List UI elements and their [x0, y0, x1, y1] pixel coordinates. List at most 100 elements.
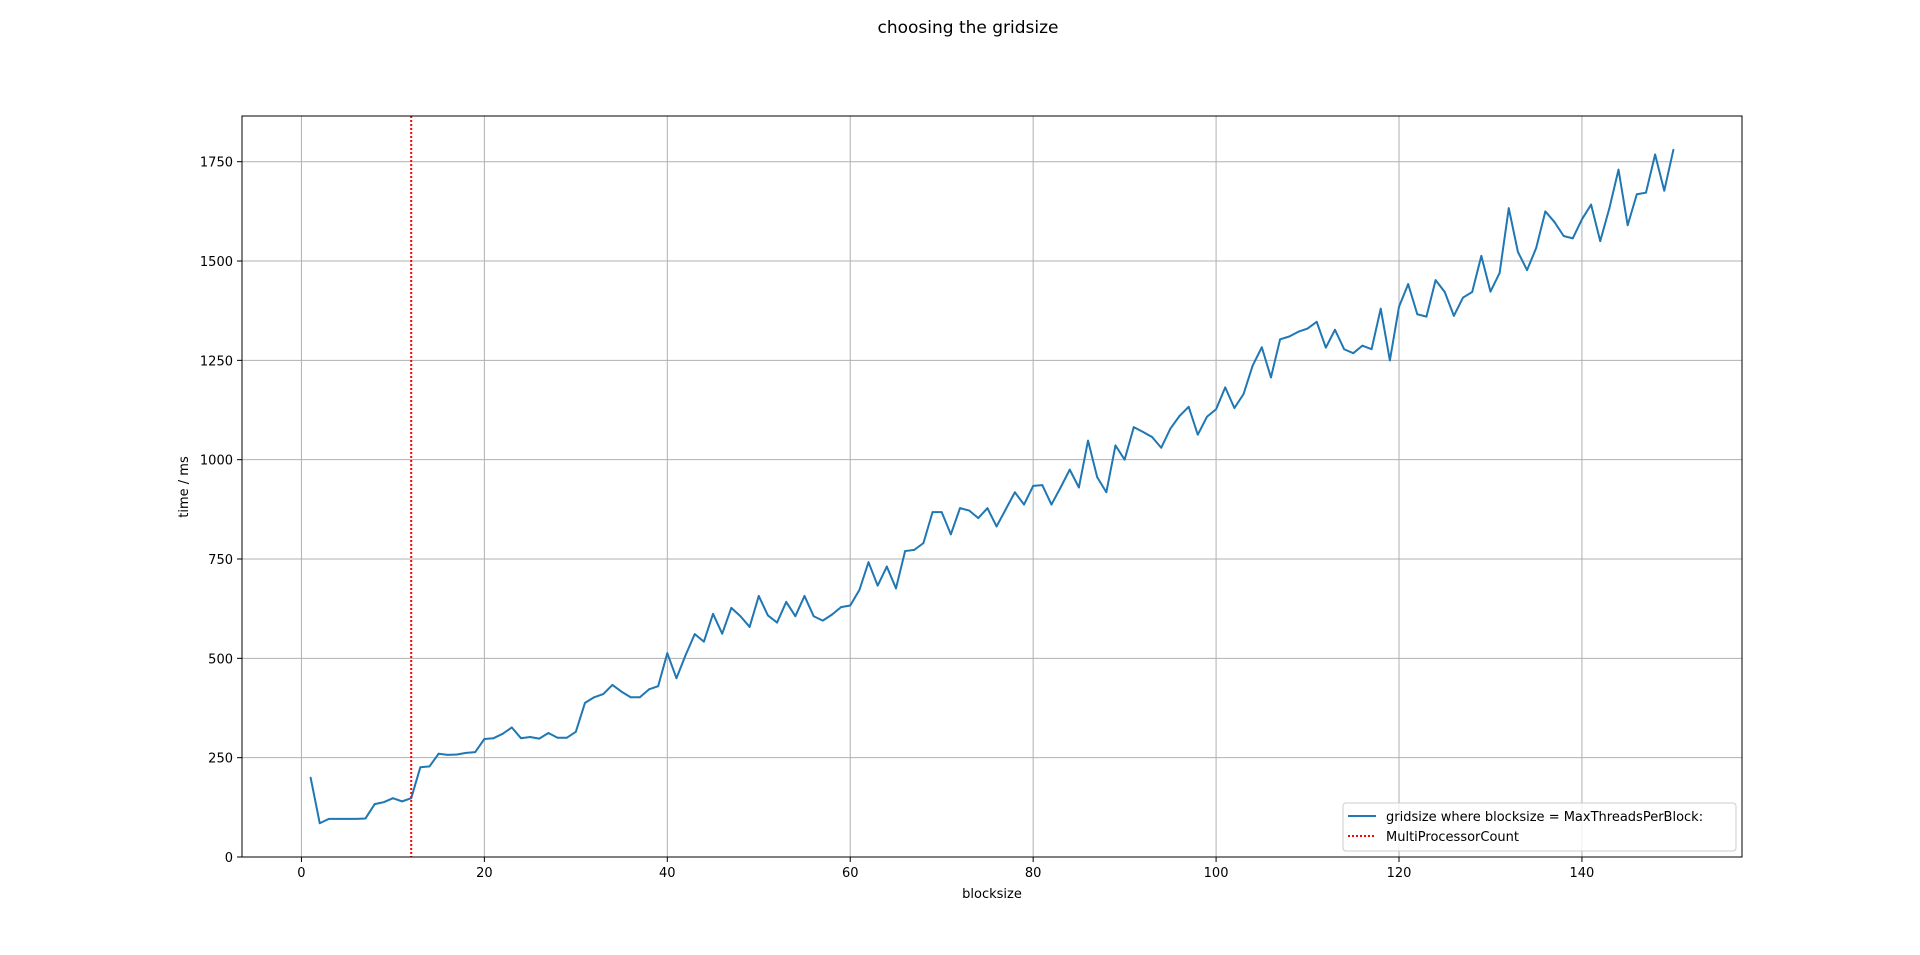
data-point	[1187, 405, 1190, 408]
grid-lines	[242, 116, 1742, 858]
data-point	[510, 726, 513, 729]
data-point	[1535, 247, 1538, 249]
data-point	[1645, 191, 1647, 194]
data-point	[474, 751, 477, 754]
data-point	[1599, 240, 1602, 243]
data-point	[1480, 254, 1483, 257]
data-point	[1279, 338, 1282, 341]
data-point	[1416, 313, 1419, 316]
data-point	[1169, 427, 1172, 430]
x-axis-title: blocksize	[962, 887, 1022, 902]
data-point	[1315, 320, 1318, 323]
data-point	[1242, 393, 1245, 396]
legend: gridsize where blocksize = MaxThreadsPer…	[1342, 802, 1737, 852]
legend-label-multiprocessor-count: MultiProcessorCount	[1386, 830, 1519, 845]
data-point	[1553, 221, 1556, 223]
data-point	[1434, 279, 1437, 281]
data-point	[346, 817, 349, 820]
data-point	[949, 533, 952, 536]
data-point	[392, 797, 394, 800]
data-point	[593, 696, 596, 699]
data-point	[327, 817, 330, 820]
data-point	[794, 615, 797, 618]
y-tick-label: 1750	[200, 156, 233, 171]
data-point	[1270, 376, 1272, 379]
series-layer	[309, 116, 1675, 857]
data-point	[492, 737, 495, 740]
data-point	[1443, 291, 1446, 293]
data-point	[1151, 436, 1153, 438]
data-point	[1206, 415, 1208, 418]
x-tick-label: 80	[1025, 866, 1042, 881]
data-point	[1087, 439, 1089, 442]
data-point	[1160, 446, 1163, 449]
y-tick-label: 1000	[200, 454, 233, 469]
data-point	[1590, 203, 1592, 206]
data-point	[712, 612, 714, 615]
data-point	[620, 690, 623, 693]
data-point	[364, 817, 367, 820]
y-tick-label: 750	[208, 553, 233, 568]
data-point	[373, 803, 376, 806]
data-point	[666, 652, 669, 655]
data-point	[1032, 485, 1035, 487]
data-point	[611, 684, 614, 686]
data-point	[1452, 314, 1455, 317]
data-point	[428, 765, 431, 768]
x-tick-label: 100	[1204, 866, 1229, 881]
data-point	[456, 753, 458, 756]
data-point	[1370, 348, 1373, 351]
data-point	[382, 801, 385, 804]
data-point	[757, 595, 760, 597]
data-point	[556, 736, 559, 739]
data-point	[977, 517, 980, 519]
data-point	[648, 688, 650, 691]
data-point	[1352, 352, 1355, 355]
data-point	[1260, 346, 1263, 349]
data-point	[337, 817, 339, 820]
data-point	[1041, 484, 1044, 487]
data-point	[1077, 486, 1080, 489]
x-tick-label: 140	[1570, 866, 1595, 881]
data-point	[821, 619, 824, 622]
data-point	[1297, 330, 1300, 333]
data-point	[401, 800, 403, 803]
data-point	[1388, 359, 1391, 362]
data-point	[895, 587, 897, 590]
data-point	[1407, 283, 1410, 285]
data-point	[940, 511, 943, 514]
data-point	[1635, 193, 1638, 196]
x-tick-label: 20	[476, 866, 493, 881]
data-point	[1608, 207, 1611, 210]
data-point	[885, 565, 888, 568]
y-tick-label: 1500	[200, 255, 233, 270]
data-point	[1324, 346, 1327, 349]
data-point	[1004, 508, 1007, 511]
data-point	[574, 730, 577, 733]
x-tick-label: 40	[659, 866, 676, 881]
legend-box	[1342, 802, 1737, 852]
data-point	[419, 766, 422, 769]
data-point	[931, 511, 934, 514]
data-point	[803, 595, 806, 597]
y-axis-title: time / ms	[177, 456, 192, 518]
data-point	[1343, 348, 1346, 351]
data-point	[767, 614, 769, 617]
data-point	[1114, 444, 1117, 447]
data-point	[657, 685, 660, 688]
data-point	[1224, 386, 1227, 389]
series-line-timing	[309, 149, 1675, 825]
data-point	[1562, 235, 1565, 237]
data-point	[1654, 153, 1657, 156]
data-point	[1178, 415, 1181, 417]
data-point	[1517, 250, 1519, 253]
data-point	[1581, 218, 1583, 221]
data-point	[1361, 344, 1364, 347]
data-point	[776, 621, 778, 624]
x-tick-label: 120	[1387, 866, 1412, 881]
axis-ticks: 0 20 40 60 80 100 120 140 0 250 500 750 1000 1250 1500…	[200, 156, 1594, 881]
data-point	[1626, 224, 1629, 227]
data-point	[1663, 189, 1666, 192]
data-point	[437, 752, 440, 755]
data-point	[904, 550, 907, 552]
